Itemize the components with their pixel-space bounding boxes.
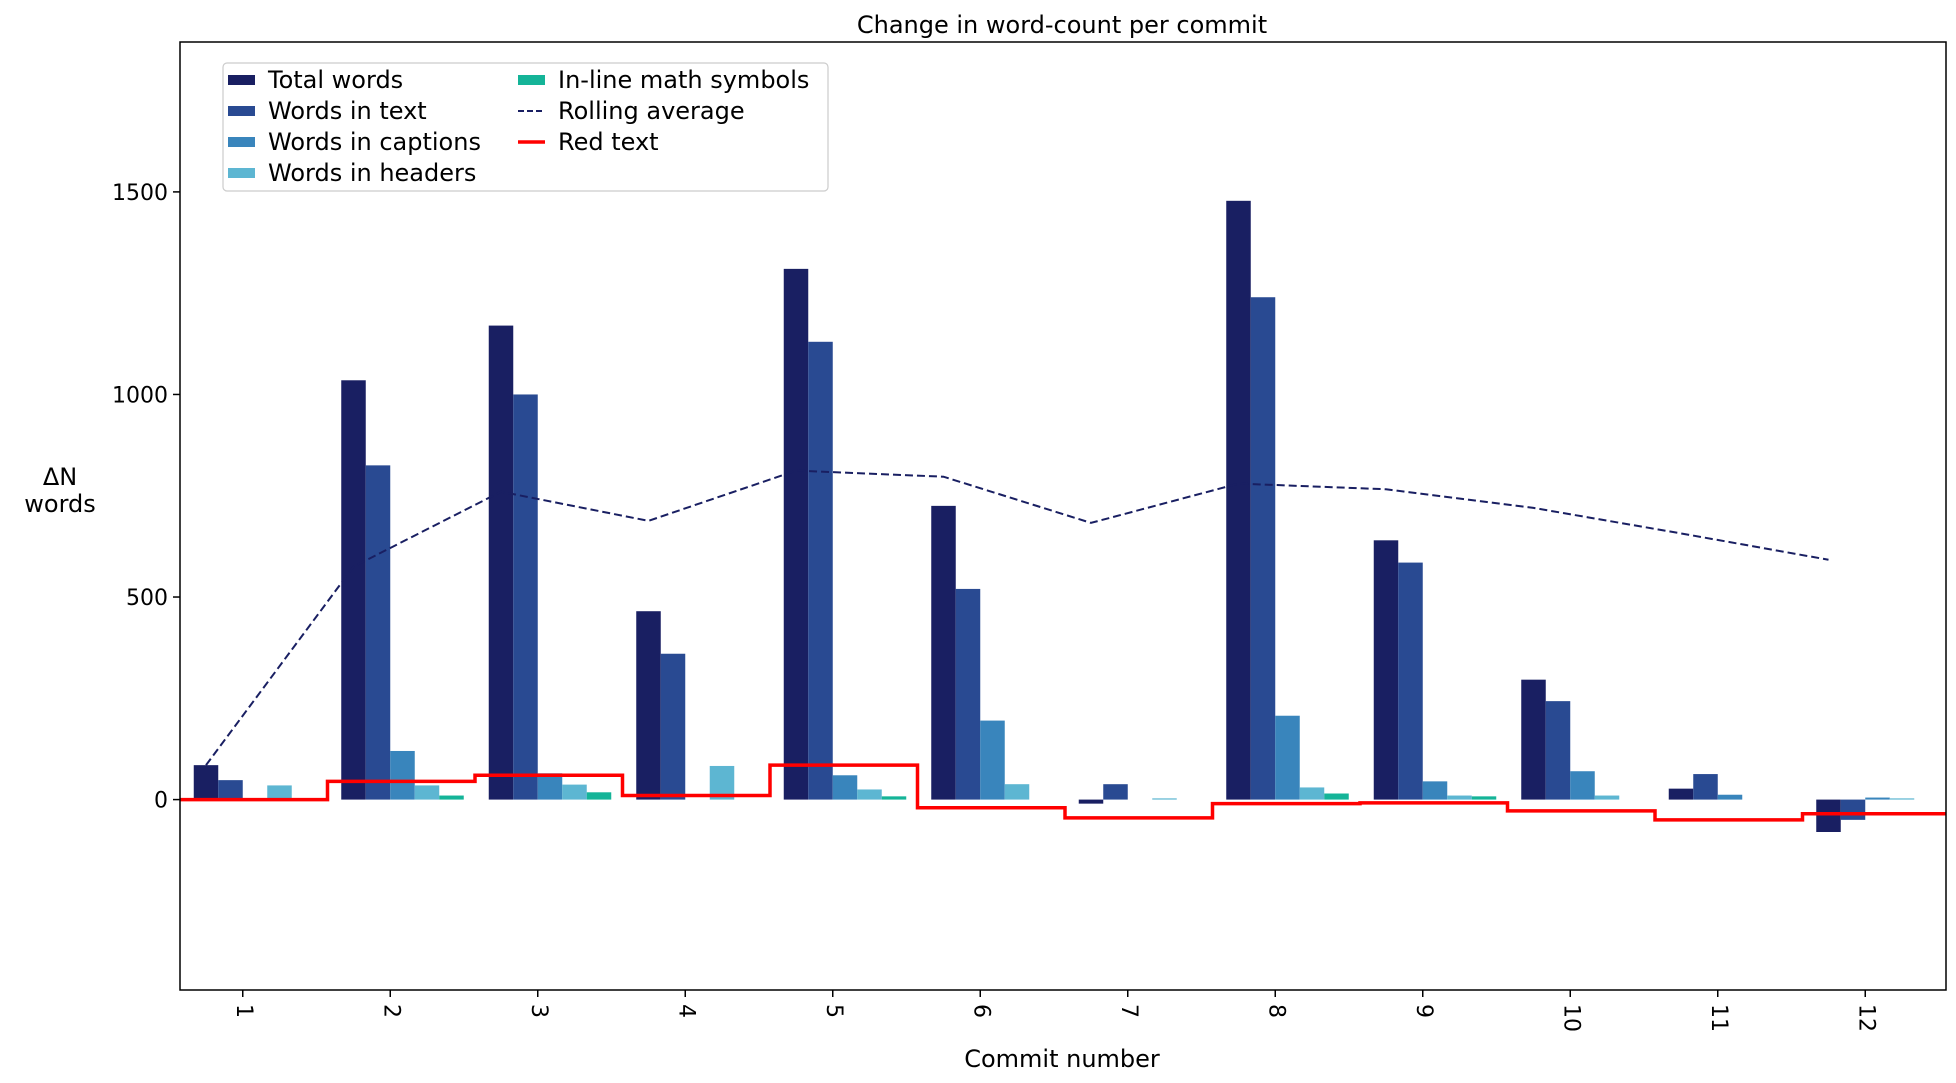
legend-frame (222, 62, 829, 192)
bar-words-in-captions-commit-3 (537, 773, 563, 800)
red-text-step-line (180, 763, 1946, 822)
bar-words-in-headers-commit-3 (562, 784, 587, 800)
y-tick-label-0: 0 (154, 789, 168, 814)
x-tick-label-8: 8 (1263, 1004, 1288, 1018)
bar-words-in-text-commit-3 (513, 394, 538, 800)
bar-words-in-text-commit-9 (1398, 562, 1423, 800)
rolling-average-line (205, 469, 1829, 766)
bar-words-in-text-commit-6 (955, 588, 981, 800)
bar-total-words-commit-8 (1226, 200, 1251, 800)
legend-label-words-in-captions: Words in captions (268, 128, 481, 156)
bar-words-in-headers-commit-12 (1889, 798, 1915, 800)
x-tick-label-4: 4 (673, 1004, 698, 1018)
bar-words-in-headers-commit-10 (1594, 795, 1620, 800)
bar-words-in-text-commit-8 (1250, 297, 1276, 800)
legend-swatch-in-line-math-symbols (518, 75, 545, 85)
legend-swatch-total-words (228, 75, 255, 85)
bar-in-line-math-symbols-commit-3 (586, 792, 612, 800)
bar-total-words-commit-12 (1816, 799, 1841, 832)
bar-words-in-headers-commit-6 (1004, 784, 1030, 800)
bar-total-words-commit-1 (193, 765, 219, 800)
bar-words-in-captions-commit-8 (1275, 715, 1300, 800)
x-tick-label-3: 3 (526, 1004, 551, 1018)
plot-background (180, 42, 1946, 990)
bar-total-words-commit-3 (488, 325, 514, 800)
bar-words-in-text-commit-1 (218, 780, 243, 800)
bar-words-in-text-commit-10 (1545, 701, 1571, 800)
bar-words-in-headers-commit-1 (267, 785, 292, 800)
bar-words-in-headers-commit-5 (857, 789, 882, 800)
x-tick-label-11: 11 (1706, 1004, 1731, 1032)
legend-label-total-words: Total words (267, 66, 403, 94)
bar-words-in-captions-commit-10 (1570, 771, 1595, 800)
chart-title: Change in word-count per commit (857, 11, 1267, 39)
bar-words-in-captions-commit-11 (1717, 794, 1743, 800)
bar-total-words-commit-11 (1668, 788, 1694, 800)
y-axis: 0 500 1000 1500 (112, 181, 180, 814)
legend-label-rolling-average: Rolling average (558, 97, 745, 125)
bar-words-in-captions-commit-5 (832, 775, 858, 800)
x-axis-label: Commit number (964, 1045, 1160, 1073)
x-tick-label-9: 9 (1411, 1004, 1436, 1018)
plot-frame (179, 41, 1947, 991)
bar-in-line-math-symbols-commit-8 (1324, 793, 1349, 800)
x-tick-label-12: 12 (1853, 1004, 1878, 1032)
bar-words-in-text-commit-7 (1103, 784, 1128, 800)
bar-in-line-math-symbols-commit-9 (1471, 796, 1497, 800)
bar-words-in-captions-commit-12 (1865, 797, 1890, 800)
bar-total-words-commit-6 (931, 505, 956, 800)
bars-layer (193, 200, 1915, 832)
y-axis-label-line2: words (24, 490, 96, 518)
bar-words-in-text-commit-11 (1693, 774, 1718, 800)
bar-words-in-text-commit-4 (660, 653, 686, 800)
x-tick-label-2: 2 (378, 1004, 403, 1018)
bar-words-in-captions-commit-2 (390, 750, 415, 800)
x-tick-label-5: 5 (821, 1004, 846, 1018)
bar-words-in-headers-commit-7 (1152, 798, 1177, 800)
y-tick-label-1500: 1500 (112, 181, 168, 206)
bar-total-words-commit-7 (1078, 799, 1104, 804)
x-tick-label-7: 7 (1116, 1004, 1141, 1018)
bar-in-line-math-symbols-commit-2 (439, 795, 464, 800)
legend-label-red-text: Red text (558, 128, 659, 156)
bar-in-line-math-symbols-commit-5 (881, 796, 907, 800)
x-tick-label-6: 6 (968, 1004, 993, 1018)
bar-total-words-commit-2 (341, 380, 366, 800)
bar-words-in-headers-commit-2 (414, 785, 440, 800)
y-tick-label-500: 500 (126, 586, 168, 611)
y-axis-label-line1: ΔN (43, 463, 77, 491)
bar-words-in-text-commit-5 (808, 341, 833, 800)
x-tick-label-10: 10 (1558, 1004, 1583, 1032)
legend-label-words-in-headers: Words in headers (268, 159, 476, 187)
legend-swatch-words-in-text (228, 106, 255, 116)
x-tick-label-1: 1 (231, 1004, 256, 1018)
legend-label-words-in-text: Words in text (268, 97, 427, 125)
bar-total-words-commit-10 (1521, 679, 1546, 800)
legend: Total words Words in text Words in caption… (222, 62, 829, 192)
legend-swatch-words-in-headers (228, 168, 255, 178)
lines-layer (180, 469, 1946, 822)
legend-swatch-words-in-captions (228, 137, 255, 147)
bar-total-words-commit-5 (783, 268, 809, 800)
plot-area (179, 41, 1947, 991)
legend-label-in-line-math-symbols: In-line math symbols (558, 66, 809, 94)
y-tick-label-1000: 1000 (112, 383, 168, 408)
bar-words-in-captions-commit-9 (1422, 781, 1448, 800)
bar-words-in-headers-commit-8 (1299, 787, 1325, 800)
bar-total-words-commit-9 (1373, 540, 1399, 800)
bar-words-in-text-commit-2 (365, 465, 391, 800)
x-axis: 1 2 3 4 5 6 7 8 9 10 11 12 (231, 990, 1878, 1032)
bar-words-in-captions-commit-6 (980, 720, 1005, 800)
bar-words-in-text-commit-12 (1840, 799, 1866, 820)
bar-words-in-headers-commit-9 (1447, 795, 1472, 800)
bar-total-words-commit-4 (636, 611, 661, 800)
